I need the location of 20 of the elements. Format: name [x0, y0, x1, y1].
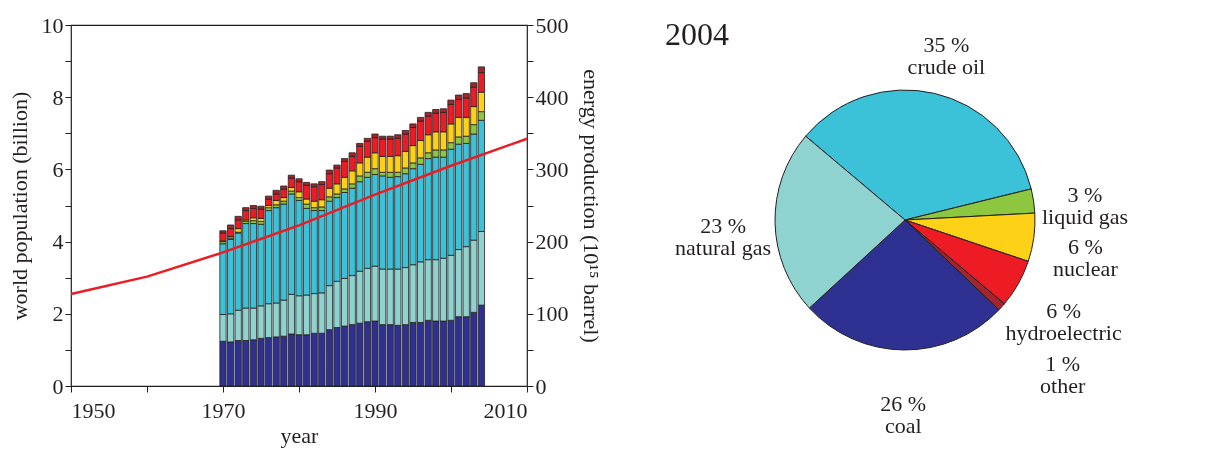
- x-tick-label: 1990: [353, 397, 398, 423]
- y-tick-label: 10: [41, 12, 64, 38]
- y2-axis-title: energy production (10¹⁵ barrel): [578, 69, 604, 343]
- x-tick-label: 2010: [483, 397, 528, 423]
- chart-title: 2004: [665, 16, 729, 52]
- y-tick-label: 2: [52, 301, 64, 327]
- x-tick-label: 1950: [71, 397, 116, 423]
- y2-tick-label: 400: [535, 84, 569, 110]
- y2-tick-label: 500: [535, 12, 569, 38]
- x-tick-label: 1970: [201, 397, 246, 423]
- x-axis-title: year: [280, 422, 320, 448]
- y-axis-title: world population (billion): [6, 91, 32, 321]
- y-tick-label: 4: [52, 229, 64, 255]
- y-tick-label: 0: [52, 373, 64, 399]
- y2-tick-label: 0: [535, 373, 547, 399]
- y2-tick-label: 100: [535, 301, 569, 327]
- y-tick-label: 6: [52, 156, 64, 182]
- y-tick-label: 8: [52, 84, 64, 110]
- y2-tick-label: 200: [535, 229, 569, 255]
- y2-tick-label: 300: [535, 156, 569, 182]
